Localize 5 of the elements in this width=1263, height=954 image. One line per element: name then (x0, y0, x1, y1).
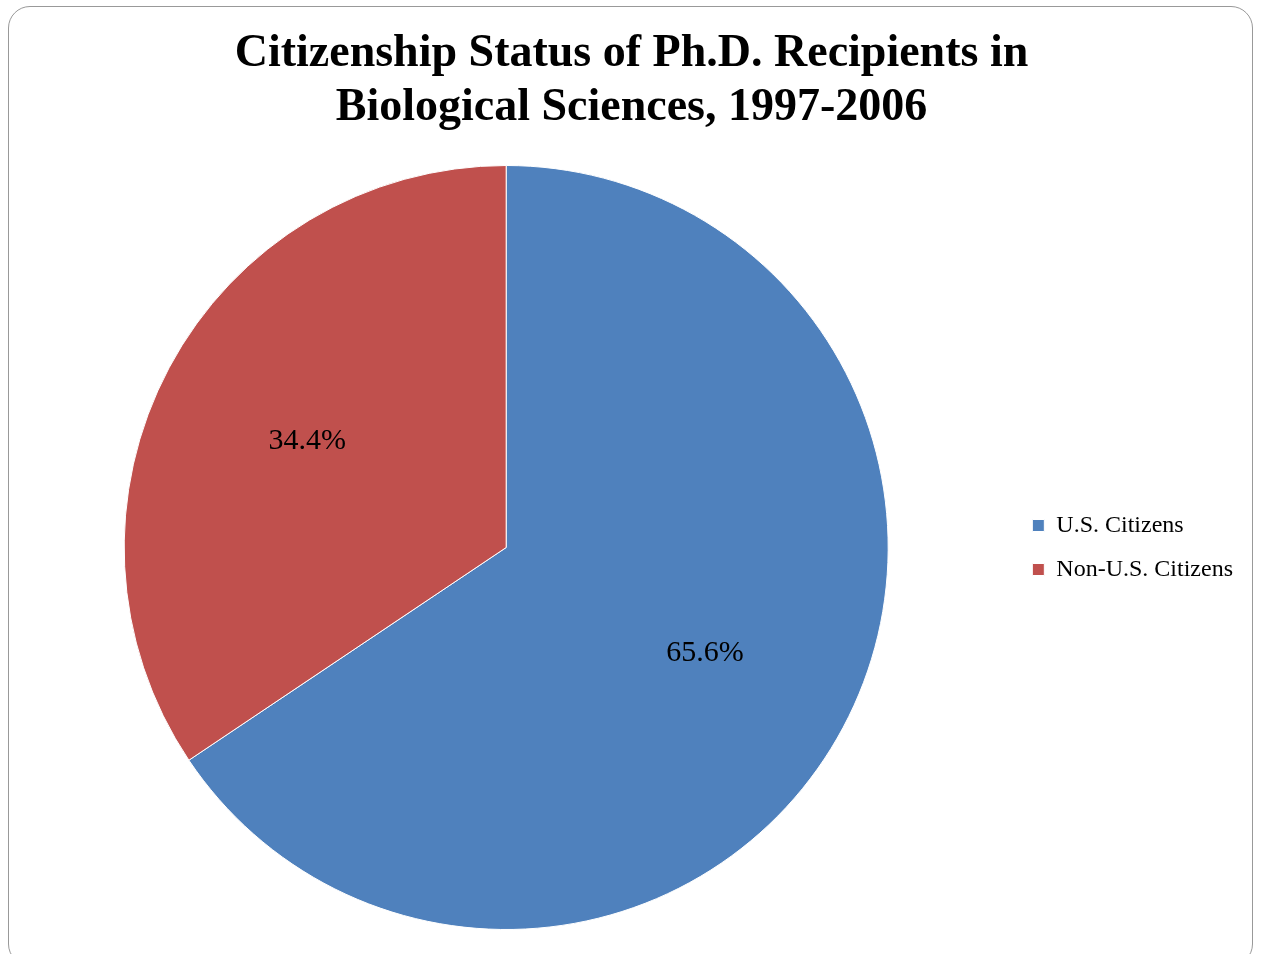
chart-title: Citizenship Status of Ph.D. Recipients in Biological Sciences, 1997-2006 (233, 24, 1030, 132)
legend-label: U.S. Citizens (1056, 510, 1184, 537)
data-label: 65.6% (666, 634, 744, 668)
data-label: 34.4% (268, 422, 347, 456)
legend-label: Non-U.S. Citizens (1056, 554, 1234, 581)
